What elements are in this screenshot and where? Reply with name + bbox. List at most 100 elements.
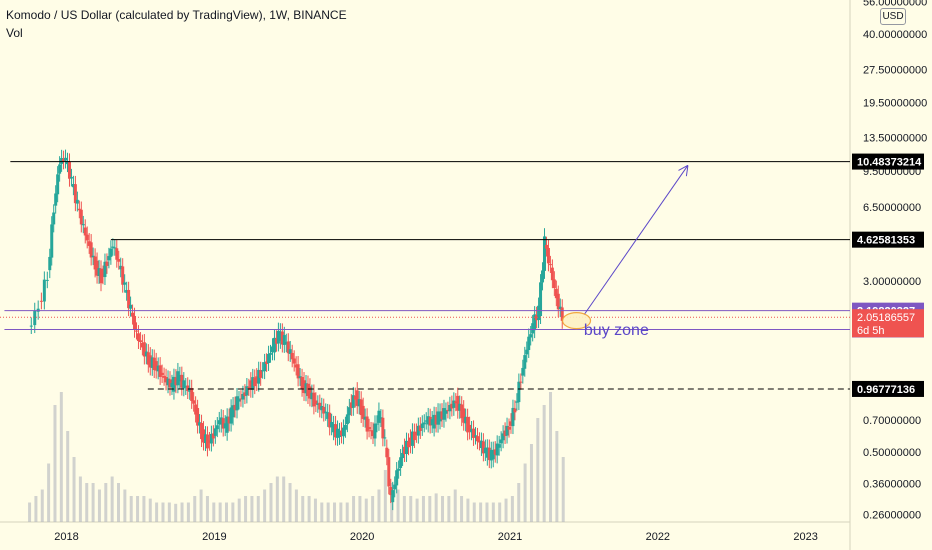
- price-tick-label: 6.50000000: [863, 202, 921, 214]
- candle-body: [430, 419, 434, 426]
- candle-body: [454, 401, 458, 404]
- time-tick-label: 2018: [54, 531, 78, 543]
- candle-body: [75, 199, 79, 204]
- candle-body: [503, 430, 507, 437]
- candle-body: [77, 208, 81, 211]
- candle-body: [468, 424, 472, 432]
- candle-body: [52, 212, 56, 225]
- candle-body: [93, 256, 97, 270]
- price-tick-label: 0.26000000: [863, 509, 921, 521]
- volume-bar: [466, 498, 470, 522]
- candle-body: [121, 266, 125, 285]
- price-tick-label: 3.00000000: [863, 276, 921, 288]
- candle-body: [123, 282, 127, 285]
- candle-body: [509, 421, 513, 426]
- volume-bar: [517, 483, 521, 522]
- candle-body: [466, 416, 470, 433]
- volume-bar: [383, 470, 387, 522]
- candle-body: [389, 487, 393, 496]
- buy-zone-ellipse: [561, 312, 592, 330]
- candle-body: [241, 394, 245, 400]
- candle-body: [353, 395, 357, 400]
- volume-bar: [237, 498, 241, 522]
- candle-body: [304, 383, 308, 394]
- candle-body: [56, 174, 60, 195]
- candle-body: [369, 430, 373, 432]
- volume-bar: [377, 489, 381, 522]
- volume-bar: [256, 496, 260, 522]
- candle-body: [491, 449, 495, 460]
- candle-body: [156, 365, 160, 372]
- volume-bar: [263, 489, 267, 522]
- candle-body: [302, 380, 306, 394]
- candle-body: [160, 372, 164, 376]
- candle-body: [539, 282, 543, 317]
- candle-body: [134, 330, 138, 332]
- candle-body: [235, 396, 239, 411]
- candle-body: [60, 158, 64, 164]
- volume-bar: [453, 489, 457, 522]
- candle-body: [245, 386, 249, 396]
- candle-body: [296, 364, 300, 379]
- candle-body: [48, 256, 52, 271]
- volume-bar: [148, 498, 152, 522]
- candle-body: [343, 424, 347, 430]
- candle-body: [328, 412, 332, 428]
- candle-body: [422, 422, 426, 425]
- candle-body: [265, 361, 269, 364]
- candle-body: [42, 279, 46, 302]
- candle-body: [424, 420, 428, 422]
- candle-body: [310, 392, 314, 400]
- price-tick-label: 56.00000000: [863, 0, 927, 9]
- candle-body: [290, 353, 294, 360]
- candle-body: [119, 265, 123, 270]
- candle-body: [172, 376, 176, 392]
- candle-body: [477, 440, 481, 443]
- candle-body: [97, 268, 101, 276]
- time-tick-label: 2022: [646, 531, 670, 543]
- candle-body: [81, 224, 85, 226]
- price-tick-label: 0.50000000: [863, 447, 921, 459]
- buy-zone-label: buy zone: [584, 322, 649, 339]
- candle-body: [152, 357, 156, 371]
- candle-body: [387, 457, 391, 487]
- candle-body: [164, 377, 168, 383]
- candle-body: [136, 333, 140, 342]
- volume-label: Vol: [6, 26, 23, 40]
- volume-bar: [364, 498, 368, 522]
- candle-body: [239, 398, 243, 400]
- volume-bar: [434, 493, 438, 522]
- volume-bar: [142, 496, 146, 522]
- candle-body: [446, 409, 450, 411]
- candle-body: [50, 224, 54, 258]
- volume-bar: [212, 502, 216, 522]
- volume-bar: [104, 483, 108, 522]
- currency-button[interactable]: USD: [880, 8, 906, 25]
- candle-body: [282, 335, 286, 345]
- volume-bar: [244, 496, 248, 522]
- candle-body: [556, 293, 560, 310]
- candle-body: [261, 370, 265, 372]
- candle-body: [393, 484, 397, 490]
- candle-body: [286, 341, 290, 354]
- volume-bar: [91, 483, 95, 522]
- candle-body: [537, 305, 541, 321]
- candle-body: [158, 365, 162, 377]
- candle-body: [359, 399, 363, 416]
- candle-body: [95, 260, 99, 276]
- candle-body: [205, 434, 209, 449]
- volume-bar: [313, 498, 317, 522]
- candle-body: [345, 414, 349, 425]
- price-tick-label: 0.70000000: [863, 415, 921, 427]
- volume-bar: [441, 496, 445, 522]
- target-arrow: [583, 166, 687, 316]
- price-tick-label: 13.50000000: [863, 132, 927, 144]
- volume-bar: [390, 483, 394, 522]
- level-price-tag-label: 10.48373214: [857, 157, 922, 169]
- candle-body: [263, 362, 267, 372]
- volume-bar: [491, 502, 495, 522]
- candle-body: [219, 417, 223, 425]
- candle-body: [485, 447, 489, 458]
- volume-bar: [320, 502, 324, 522]
